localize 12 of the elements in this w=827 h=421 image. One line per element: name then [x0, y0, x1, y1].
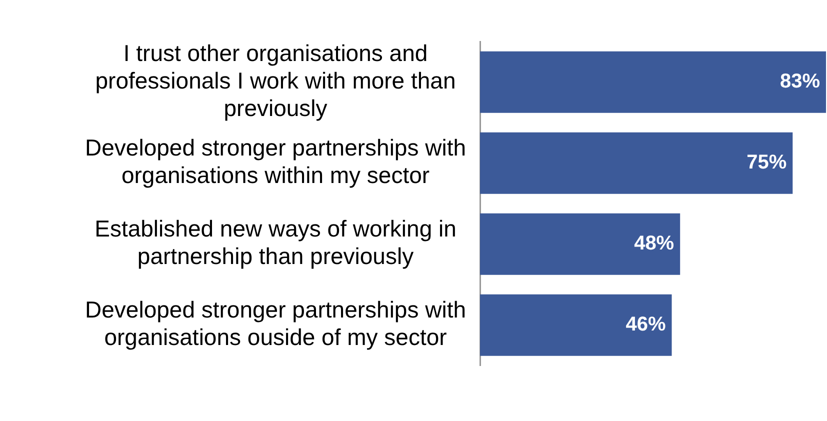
bar: [480, 132, 793, 194]
data-label: 46%: [626, 314, 666, 336]
y-tick-label: Developed stronger partnerships with organisations ouside of my sector: [85, 296, 466, 350]
y-tick-label: Established new ways of working in partnership than previously: [94, 216, 456, 270]
y-tick-label: I trust other organisations and professionals I work with more than previously: [95, 40, 456, 122]
data-label: 75%: [746, 152, 787, 174]
y-tick-label: Developed stronger partnerships with organisations within my sector: [85, 134, 466, 188]
data-label: 48%: [634, 232, 674, 255]
bar: [480, 51, 826, 113]
data-label: 83%: [780, 70, 820, 93]
bar: [480, 213, 680, 275]
bar: [480, 294, 672, 356]
